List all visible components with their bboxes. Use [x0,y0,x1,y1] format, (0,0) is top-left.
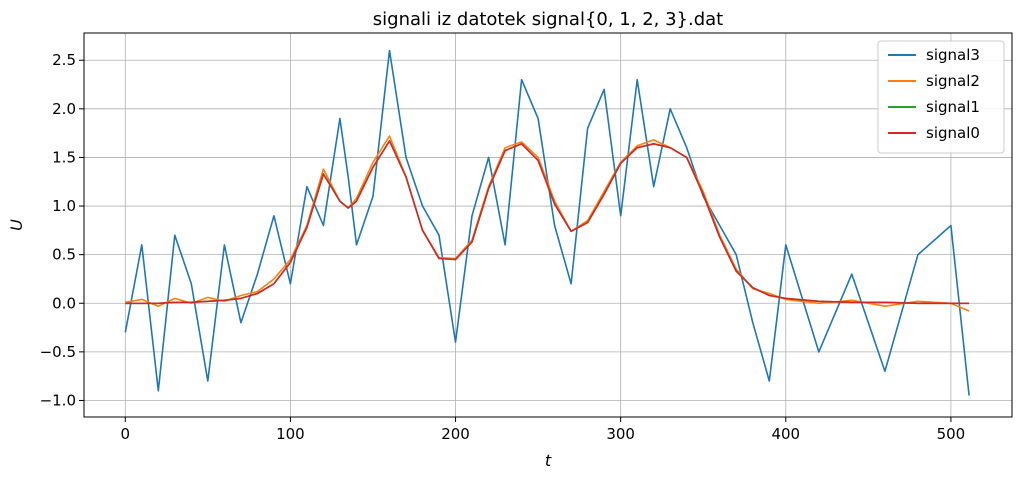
x-tick-label: 500 [937,425,966,443]
legend-box [877,40,1005,154]
y-tick-label: −0.5 [40,343,76,361]
series-line-signal3 [124,49,970,396]
y-tick-label: −1.0 [40,391,76,409]
legend: signal3 signal2 signal1 signal0 [877,40,1005,154]
series-line-signal2 [125,135,970,312]
plot-frame [83,32,1013,418]
legend-label: signal0 [926,124,980,142]
x-tick-label: 200 [441,425,470,443]
legend-label: signal2 [926,72,980,90]
y-tick-label: 2.0 [52,100,76,118]
y-axis: −1.0 −0.5 0.0 0.5 1.0 1.5 2.0 2.5 [40,51,84,409]
x-tick-label: 300 [606,425,635,443]
x-tick-label: 400 [771,425,800,443]
x-tick-label: 0 [121,425,131,443]
y-tick-label: 0.0 [52,294,76,312]
grid-lines [84,33,1012,417]
y-tick-label: 1.0 [52,197,76,215]
legend-label: signal1 [926,98,980,116]
y-tick-label: 0.5 [52,246,76,264]
x-axis: 0 100 200 300 400 500 [121,417,966,443]
x-tick-label: 100 [276,425,305,443]
legend-label: signal3 [926,46,980,64]
y-axis-label: U [7,219,26,231]
x-axis-label: t [545,451,552,470]
series-layer [124,49,970,396]
y-tick-label: 2.5 [52,51,76,69]
y-tick-label: 1.5 [52,148,76,166]
series-line-signal1 [125,140,970,305]
series-line-signal0 [125,140,970,305]
chart-title: signali iz datotek signal{0, 1, 2, 3}.da… [373,9,723,30]
